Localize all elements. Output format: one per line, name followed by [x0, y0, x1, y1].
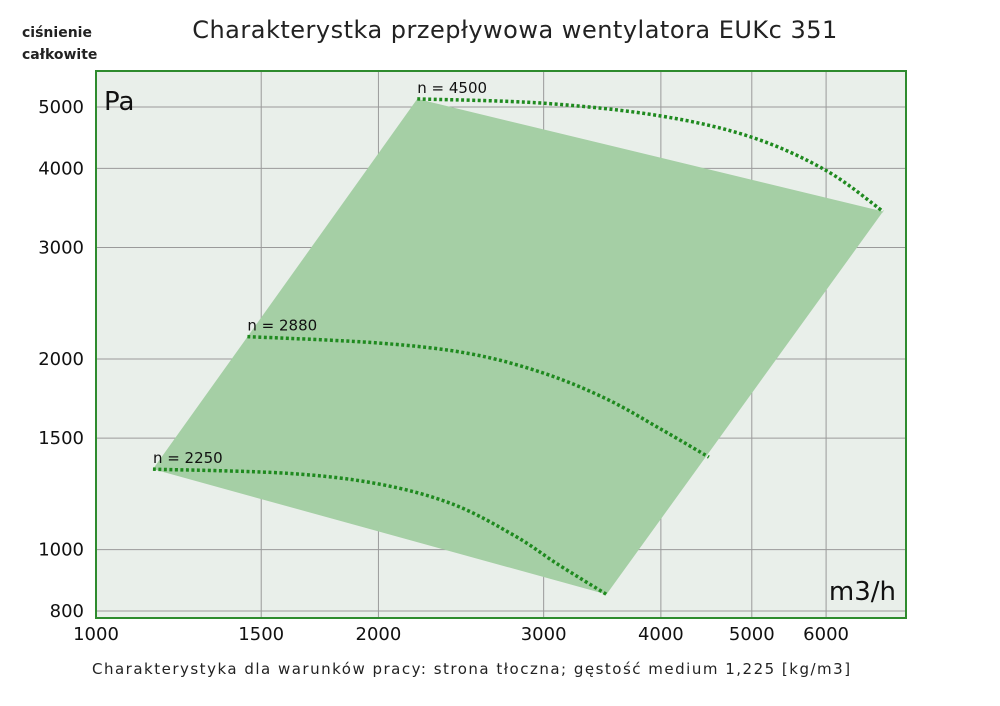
speed-curve-3 — [417, 97, 885, 213]
y-tick-label: 800 — [50, 601, 84, 622]
y-axis-title: ciśnienie całkowite — [22, 22, 97, 66]
chart-title: Charakterystka przepływowa wentylatora E… — [192, 16, 838, 44]
speed-curve-1 — [152, 467, 608, 596]
x-tick-label: 4000 — [638, 624, 684, 645]
y-tick-label: 2000 — [38, 349, 84, 370]
x-tick-label: 5000 — [729, 624, 775, 645]
speed-curve-label-1: n = 2250 — [153, 449, 223, 467]
axis-ticks: 1000 1500 2000 3000 4000 5000 6000800100015002… — [38, 97, 849, 645]
x-tick-label: 2000 — [356, 624, 402, 645]
x-tick-label: 1000 — [73, 624, 119, 645]
y-tick-label: 1000 — [38, 540, 84, 561]
speed-curve-label-3: n = 4500 — [417, 79, 487, 97]
x-axis-unit: m3/h — [829, 577, 896, 607]
speed-curves: n = 2250 n = 2880 n = 4500 — [152, 79, 885, 596]
y-tick-label: 5000 — [38, 97, 84, 118]
speed-curve-2 — [247, 334, 710, 459]
y-axis-title-line2: całkowite — [22, 47, 98, 63]
y-axis-title-line1: ciśnienie — [22, 25, 92, 41]
x-tick-label: 3000 — [521, 624, 567, 645]
plot-border — [95, 70, 907, 619]
x-tick-label: 1500 — [238, 624, 284, 645]
y-tick-label: 4000 — [38, 158, 84, 179]
operating-region — [152, 98, 884, 595]
y-axis-unit: Pa — [104, 87, 134, 117]
x-tick-label: 6000 — [803, 624, 849, 645]
conditions-note: Charakterystyka dla warunków pracy: stro… — [92, 660, 852, 678]
y-tick-label: 3000 — [38, 238, 84, 259]
y-tick-label: 1500 — [38, 428, 84, 449]
speed-curve-label-2: n = 2880 — [247, 317, 317, 335]
